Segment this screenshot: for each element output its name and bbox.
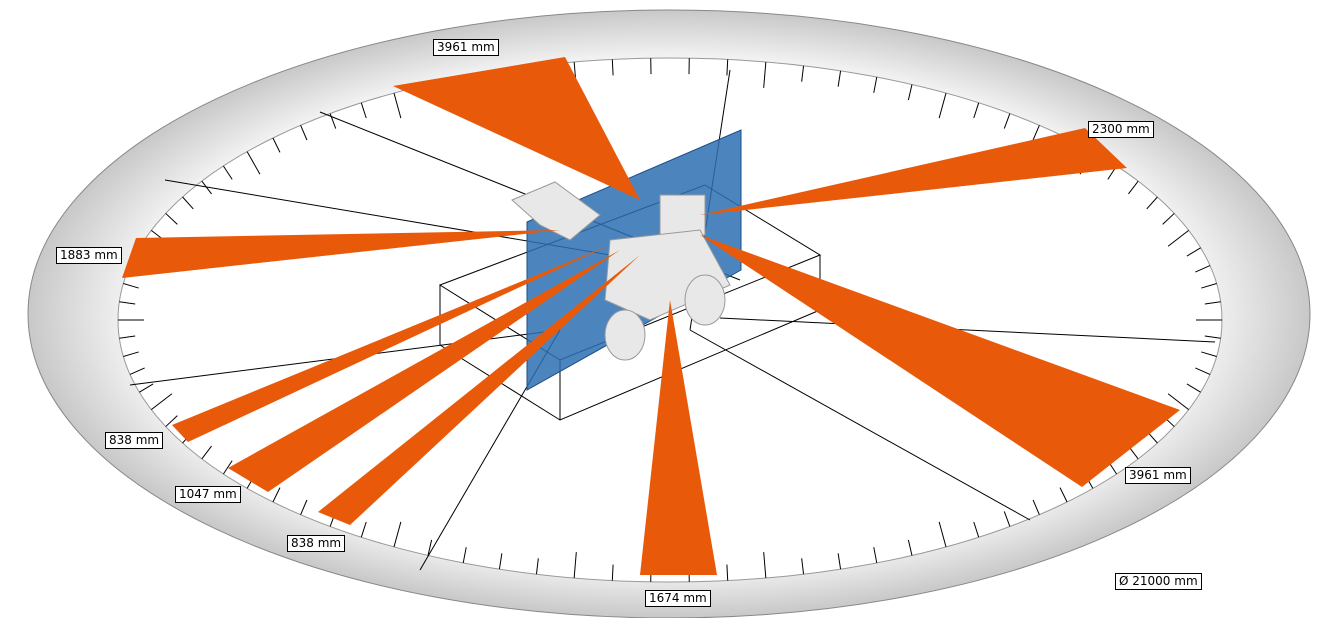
distance-label: 1883 mm: [56, 247, 122, 264]
tick: [801, 558, 805, 575]
tick: [1195, 367, 1211, 375]
tick: [1146, 196, 1158, 210]
distance-label: 1674 mm: [645, 590, 711, 607]
tick: [1128, 180, 1139, 195]
tick: [938, 92, 947, 119]
tick: [763, 61, 767, 88]
tick: [1167, 393, 1190, 411]
tick: [1059, 487, 1068, 503]
tick: [611, 564, 614, 581]
tick: [1204, 335, 1221, 339]
tick: [1162, 213, 1175, 225]
tick: [201, 445, 212, 460]
tick: [165, 415, 178, 427]
tick: [223, 460, 233, 475]
tick: [393, 92, 402, 119]
tick: [726, 59, 729, 76]
diameter-label: Ø 21000 mm: [1115, 573, 1202, 590]
tick: [973, 102, 980, 119]
tick: [272, 137, 281, 153]
distance-label: 3961 mm: [1125, 467, 1191, 484]
tick: [150, 393, 173, 411]
tick: [1032, 499, 1040, 515]
tick: [1201, 283, 1217, 289]
distance-label: 2300 mm: [1088, 121, 1154, 138]
tick: [763, 552, 767, 579]
tick: [498, 553, 503, 570]
tick: [360, 521, 367, 538]
tick: [129, 367, 145, 375]
tick: [837, 553, 842, 570]
tick: [535, 558, 539, 575]
tick: [462, 547, 467, 564]
tick: [119, 301, 136, 305]
tick: [801, 65, 805, 82]
tick: [907, 84, 913, 101]
tick: [837, 70, 842, 87]
tick: [907, 539, 913, 556]
distance-label: 3961 mm: [433, 39, 499, 56]
tick: [1032, 125, 1040, 141]
tick: [1201, 351, 1217, 357]
tick: [139, 383, 154, 393]
tick: [165, 213, 178, 225]
tick: [973, 521, 980, 538]
tick: [123, 283, 139, 289]
tick: [611, 59, 614, 76]
tick: [938, 521, 947, 548]
distance-label: 838 mm: [105, 432, 164, 449]
tick: [1186, 247, 1201, 257]
tick: [873, 76, 878, 93]
tick: [1167, 229, 1190, 247]
tick: [1003, 511, 1011, 527]
blind-spots: [122, 57, 1180, 575]
tick: [123, 351, 139, 357]
tick: [246, 151, 261, 175]
tick: [119, 335, 136, 339]
distance-label: 838 mm: [287, 535, 346, 552]
tick: [427, 539, 433, 556]
tick: [300, 499, 308, 515]
tick: [272, 487, 281, 503]
tick: [1003, 113, 1011, 129]
tick: [1195, 265, 1211, 273]
tick: [1204, 301, 1221, 305]
tick: [1186, 383, 1201, 393]
tick: [393, 521, 402, 548]
tick: [360, 102, 367, 119]
tick: [223, 165, 233, 180]
wheel-loader: [511, 181, 731, 361]
tick: [300, 125, 308, 141]
tick: [726, 564, 729, 581]
tick: [182, 196, 194, 210]
tick: [873, 547, 878, 564]
tick: [573, 552, 577, 579]
distance-label: 1047 mm: [175, 486, 241, 503]
